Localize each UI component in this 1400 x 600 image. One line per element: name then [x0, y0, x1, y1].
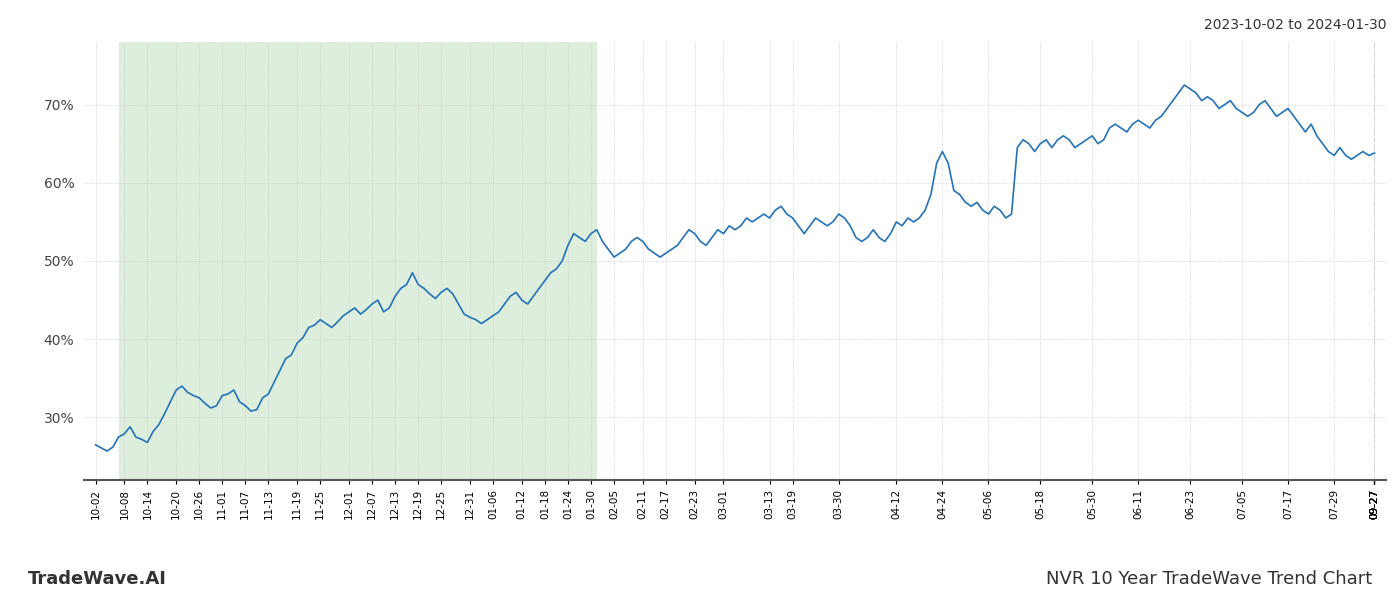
Bar [119, 42, 596, 480]
Text: NVR 10 Year TradeWave Trend Chart: NVR 10 Year TradeWave Trend Chart [1046, 570, 1372, 588]
Text: 2023-10-02 to 2024-01-30: 2023-10-02 to 2024-01-30 [1204, 18, 1386, 32]
Text: TradeWave.AI: TradeWave.AI [28, 570, 167, 588]
